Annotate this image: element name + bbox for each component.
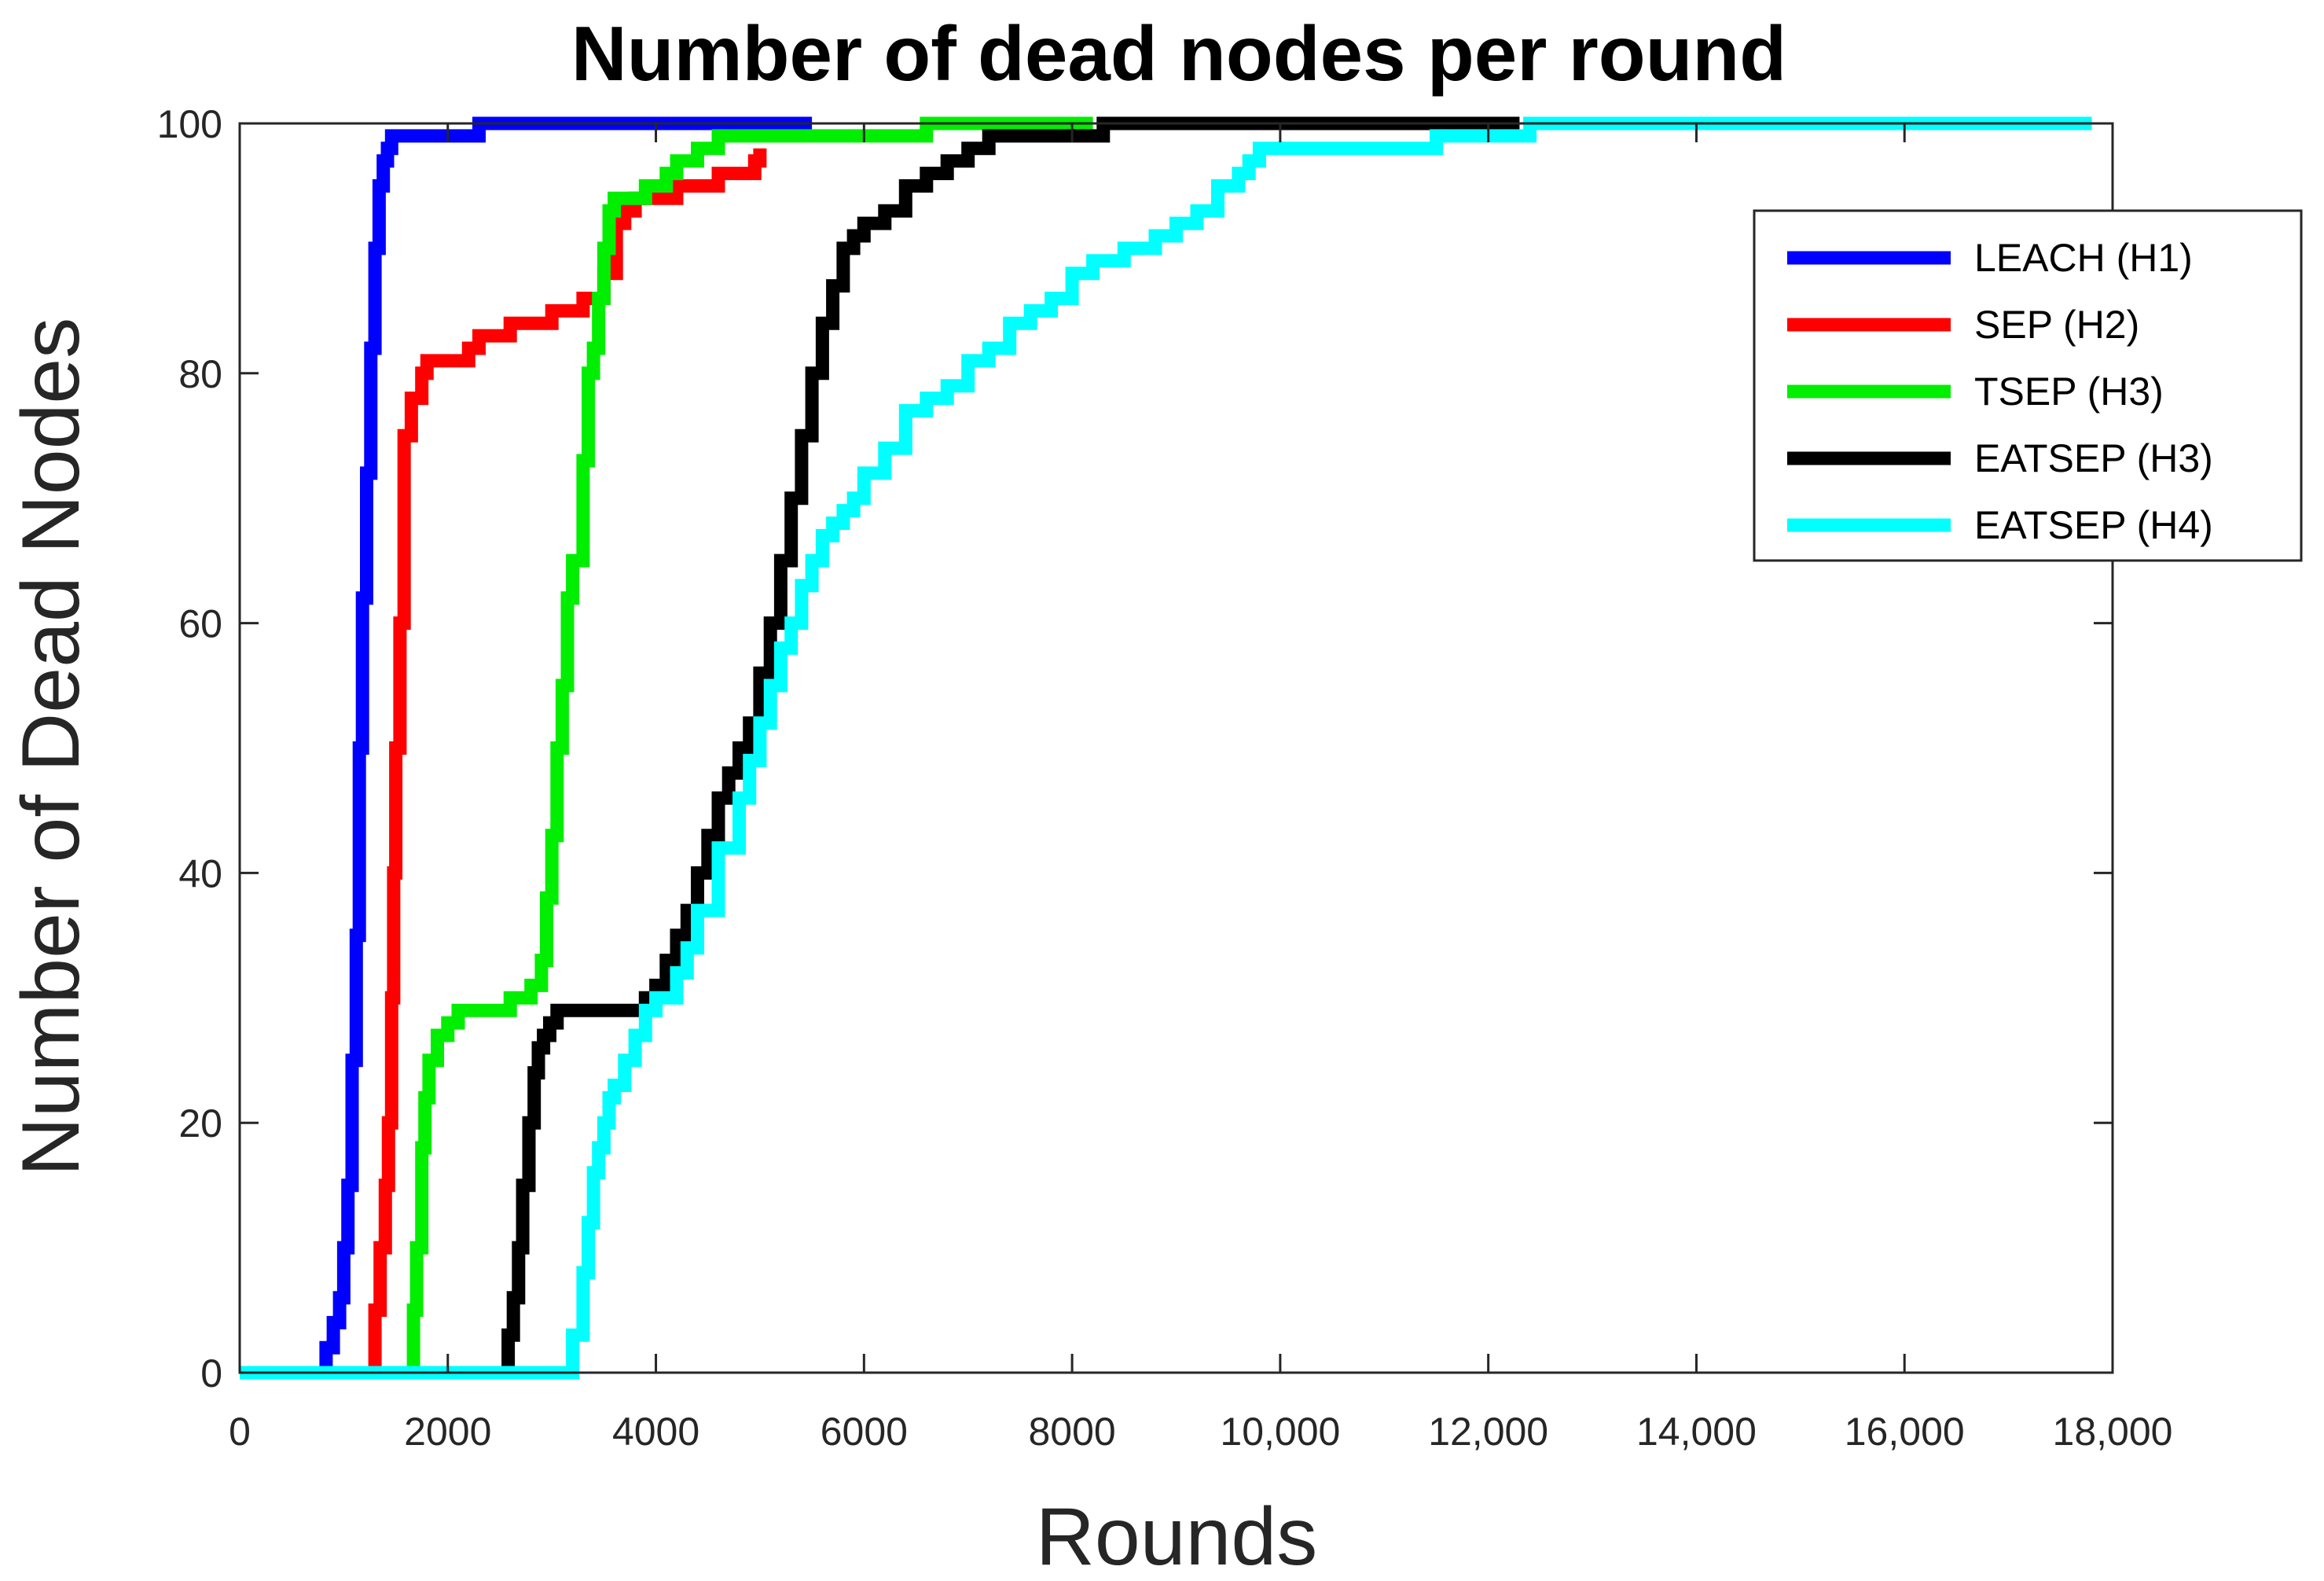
- x-tick-label: 2000: [404, 1410, 491, 1454]
- x-axis: 0 2000 4000 6000 8000 10,000 12,000 14,000 16,00…: [229, 123, 2172, 1454]
- y-tick-label: 100: [157, 102, 222, 146]
- x-tick-label: 10,000: [1220, 1410, 1340, 1454]
- x-tick-label: 18,000: [2053, 1410, 2173, 1454]
- x-axis-label: Rounds: [1036, 1491, 1317, 1581]
- y-tick-label: 40: [178, 851, 222, 895]
- series-group: [240, 116, 2092, 1380]
- y-tick-label: 20: [178, 1101, 222, 1145]
- series-line-3: [398, 116, 1093, 1380]
- legend-label: EATSEP (H3): [1974, 436, 2213, 480]
- series-line-4: [494, 116, 1520, 1380]
- legend-label: EATSEP (H4): [1974, 503, 2213, 547]
- x-tick-label: 8000: [1028, 1410, 1115, 1454]
- x-tick-label: 0: [229, 1410, 251, 1454]
- series-line-5: [240, 116, 2092, 1380]
- x-tick-label: 12,000: [1428, 1410, 1548, 1454]
- y-axis-label: Number of Dead Nodes: [6, 318, 97, 1177]
- x-tick-label: 16,000: [1845, 1410, 1965, 1454]
- legend: LEACH (H1) SEP (H2) TSEP (H3) EATSEP (H3) EA…: [1753, 209, 2303, 562]
- x-tick-label: 6000: [821, 1410, 908, 1454]
- axes-box: [238, 122, 2114, 1374]
- legend-label: TSEP (H3): [1974, 370, 2164, 414]
- legend-label: LEACH (H1): [1974, 236, 2193, 280]
- y-tick-label: 80: [178, 352, 222, 396]
- x-tick-label: 4000: [612, 1410, 699, 1454]
- series-line-1: [240, 116, 813, 1380]
- series-line-2: [366, 148, 767, 1380]
- y-tick-label: 60: [178, 602, 222, 646]
- y-tick-label: 0: [200, 1351, 222, 1395]
- axes-frame: [238, 122, 2114, 1374]
- legend-label: SEP (H2): [1974, 303, 2139, 347]
- chart-title: Number of dead nodes per round: [571, 10, 1786, 97]
- x-tick-label: 14,000: [1636, 1410, 1757, 1454]
